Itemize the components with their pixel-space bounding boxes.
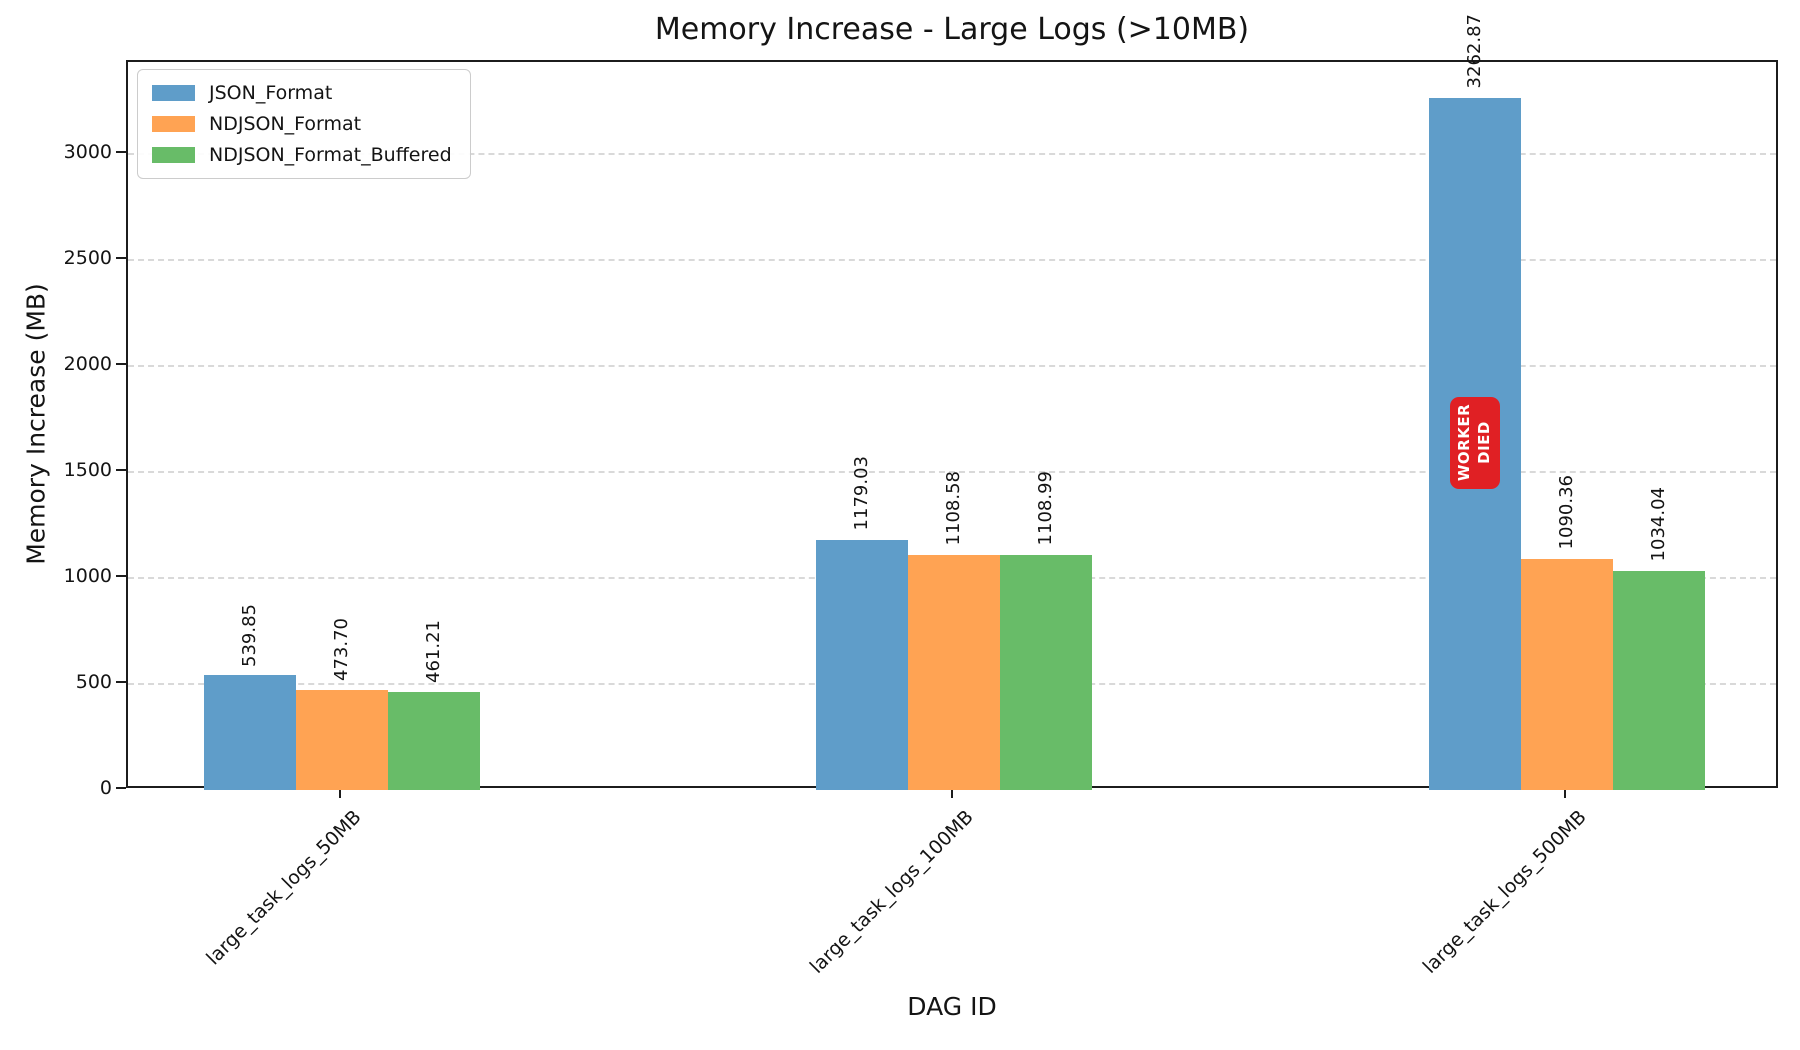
gridline-3000 bbox=[128, 152, 1776, 155]
bar-value-label: 1090.36 bbox=[1556, 475, 1577, 550]
bar-value-label: 1108.99 bbox=[1035, 471, 1056, 546]
y-tick-label: 500 bbox=[75, 670, 112, 693]
legend-label: NDJSON_Format bbox=[209, 113, 362, 135]
x-tick-mark bbox=[951, 787, 953, 798]
x-tick-mark bbox=[339, 787, 341, 798]
bar-JSON_Format-large_task_logs_50MB bbox=[204, 675, 296, 790]
bar-value-label: 1108.58 bbox=[943, 471, 964, 546]
gridline-1500 bbox=[128, 470, 1776, 473]
x-axis-label: DAG ID bbox=[907, 992, 997, 1021]
y-tick-label: 0 bbox=[99, 777, 112, 799]
chart-title: Memory Increase - Large Logs (>10MB) bbox=[654, 12, 1250, 47]
bar-NDJSON_Format_Buffered-large_task_logs_50MB bbox=[388, 692, 480, 790]
bar-value-label: 473.70 bbox=[331, 617, 352, 681]
bar-value-label: 1179.03 bbox=[851, 456, 872, 531]
bar-NDJSON_Format_Buffered-large_task_logs_100MB bbox=[1000, 554, 1092, 790]
x-tick-mark bbox=[1564, 787, 1566, 798]
plot-area: 539.85 1179.03 3262.87 473.70 1108.58 1090.36… bbox=[126, 14, 1778, 790]
legend-label: JSON_Format bbox=[209, 82, 333, 104]
bar-value-label: 461.21 bbox=[423, 620, 444, 684]
gridline-2000 bbox=[128, 364, 1776, 367]
y-tick-mark bbox=[116, 256, 126, 259]
y-tick-mark bbox=[116, 468, 126, 471]
y-tick-mark bbox=[116, 362, 126, 365]
bar-value-label: 1034.04 bbox=[1648, 487, 1669, 562]
bar-NDJSON_Format-large_task_logs_500MB bbox=[1521, 558, 1613, 790]
legend-swatch-JSON_Format bbox=[152, 85, 195, 101]
y-tick-label: 1500 bbox=[63, 458, 112, 481]
worker-died-annotation: WORKER DIED bbox=[1450, 396, 1500, 489]
bar-value-label: 539.85 bbox=[239, 603, 260, 667]
x-tick-label: large_task_logs_50MB bbox=[202, 806, 366, 970]
x-tick-label: large_task_logs_100MB bbox=[805, 806, 978, 978]
y-tick-label: 2500 bbox=[63, 246, 112, 269]
y-tick-mark bbox=[116, 150, 126, 153]
legend: JSON_Format NDJSON_Format NDJSON_Format_Bu… bbox=[137, 69, 471, 179]
worker-died-text: WORKER DIED bbox=[1455, 404, 1494, 482]
y-tick-label: 3000 bbox=[63, 140, 112, 163]
y-tick-label: 2000 bbox=[63, 352, 112, 375]
legend-row-NDJSON_Format_Buffered: NDJSON_Format_Buffered bbox=[152, 144, 452, 166]
bar-NDJSON_Format-large_task_logs_100MB bbox=[908, 554, 1000, 790]
bar-value-label: 3262.87 bbox=[1464, 14, 1485, 89]
bar-NDJSON_Format-large_task_logs_50MB bbox=[296, 689, 388, 790]
legend-row-JSON_Format: JSON_Format bbox=[152, 82, 452, 104]
bar-NDJSON_Format_Buffered-large_task_logs_500MB bbox=[1613, 570, 1705, 790]
legend-swatch-NDJSON_Format_Buffered bbox=[152, 147, 195, 163]
y-tick-mark bbox=[116, 787, 126, 789]
x-tick-label: large_task_logs_500MB bbox=[1418, 806, 1591, 978]
y-tick-mark bbox=[116, 680, 126, 683]
gridline-2500 bbox=[128, 258, 1776, 261]
y-tick-mark bbox=[116, 574, 126, 577]
legend-swatch-NDJSON_Format bbox=[152, 116, 195, 132]
y-axis-label: Memory Increase (MB) bbox=[21, 283, 51, 565]
bar-JSON_Format-large_task_logs_100MB bbox=[816, 539, 908, 790]
y-tick-label: 1000 bbox=[63, 564, 112, 587]
legend-label: NDJSON_Format_Buffered bbox=[209, 144, 452, 166]
legend-row-NDJSON_Format: NDJSON_Format bbox=[152, 113, 452, 135]
